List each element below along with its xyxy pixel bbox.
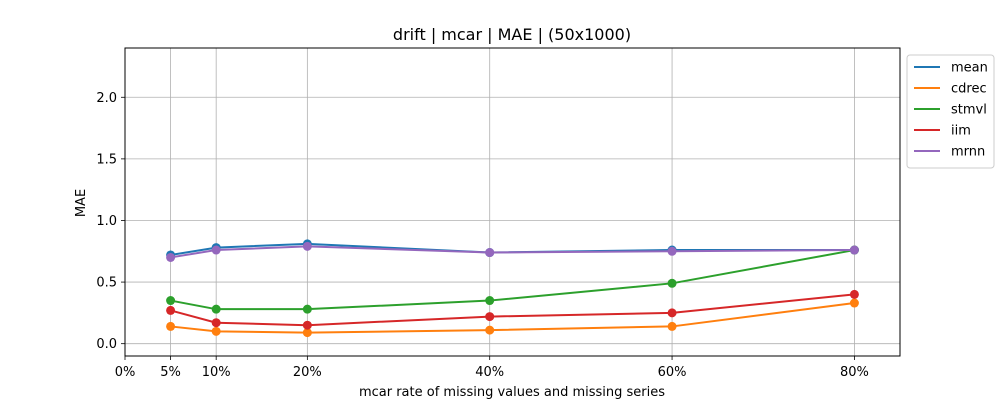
y-tick-label: 0.0 — [96, 337, 117, 352]
series-line-cdrec — [170, 302, 855, 334]
data-point-cdrec — [166, 321, 176, 331]
x-tick-label: 20% — [293, 365, 322, 380]
data-point-cdrec — [849, 298, 859, 308]
data-point-stmvl — [667, 278, 677, 288]
series-mrnn — [166, 241, 859, 262]
data-point-cdrec — [667, 321, 677, 331]
data-point-stmvl — [302, 304, 312, 314]
data-point-cdrec — [211, 326, 221, 336]
data-point-iim — [211, 318, 221, 328]
y-tick-label: 0.5 — [96, 276, 117, 291]
data-point-iim — [667, 308, 677, 318]
data-point-cdrec — [302, 328, 312, 338]
series-stmvl — [166, 245, 859, 314]
data-point-iim — [166, 305, 176, 315]
series-mean — [166, 239, 859, 260]
series-line-iim — [170, 293, 855, 327]
series-iim — [166, 289, 859, 330]
series-layer — [166, 239, 859, 338]
y-tick-label: 1.5 — [96, 152, 117, 167]
x-tick-label: 40% — [475, 365, 504, 380]
series-line-mean — [170, 242, 855, 256]
data-point-stmvl — [485, 296, 495, 306]
data-point-mrnn — [485, 248, 495, 258]
y-tick-label: 1.0 — [96, 214, 117, 229]
x-axis-ticks: 0% 5% 10% 20% 40% 60% 80% — [115, 356, 869, 380]
legend-label: mean — [951, 61, 988, 76]
y-tick-label: 2.0 — [96, 91, 117, 106]
x-tick-label: 10% — [202, 365, 231, 380]
legend-box — [906, 54, 995, 169]
legend-label: iim — [951, 124, 971, 139]
plot-frame — [124, 47, 901, 357]
data-point-mrnn — [667, 246, 677, 256]
x-tick-label: 5% — [160, 365, 181, 380]
legend-label: mrnn — [951, 145, 985, 160]
data-point-mrnn — [166, 252, 176, 262]
series-line-stmvl — [170, 249, 855, 311]
x-tick-label: 0% — [115, 365, 136, 380]
gridlines — [124, 48, 900, 356]
data-point-iim — [302, 320, 312, 330]
chart-title: drift | mcar | MAE | (50x1000) — [393, 25, 631, 44]
data-point-iim — [485, 312, 495, 322]
y-axis-label: MAE — [74, 189, 89, 217]
data-point-mrnn — [211, 245, 221, 255]
legend-label: cdrec — [951, 82, 987, 97]
x-tick-label: 60% — [658, 365, 687, 380]
legend: mean cdrec stmvl iim mrnn — [906, 54, 995, 169]
data-point-iim — [849, 289, 859, 299]
data-point-mrnn — [849, 245, 859, 255]
data-point-mrnn — [302, 241, 312, 251]
x-axis-label: mcar rate of missing values and missing … — [359, 385, 665, 400]
series-cdrec — [166, 298, 859, 338]
data-point-stmvl — [211, 304, 221, 314]
legend-label: stmvl — [951, 103, 987, 118]
data-point-stmvl — [166, 296, 176, 306]
y-axis-ticks: 0.0 0.5 1.0 1.5 2.0 — [96, 91, 125, 352]
data-point-cdrec — [485, 325, 495, 335]
x-tick-label: 80% — [840, 365, 869, 380]
series-line-mrnn — [170, 245, 855, 259]
